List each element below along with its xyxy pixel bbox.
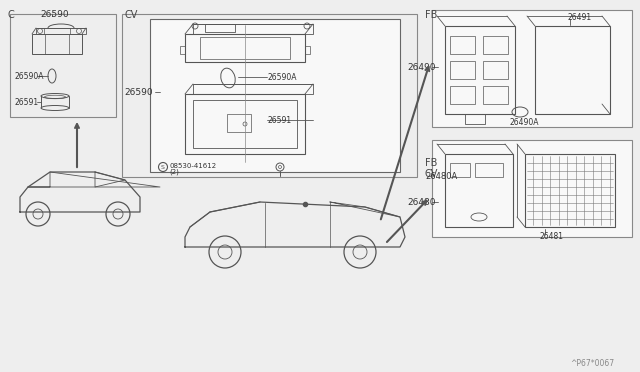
Bar bbox=[227, 114, 251, 132]
Bar bbox=[200, 37, 290, 59]
Text: FB: FB bbox=[425, 158, 437, 168]
Bar bbox=[445, 26, 515, 114]
Text: FB: FB bbox=[425, 10, 437, 20]
Text: 26591: 26591 bbox=[268, 115, 292, 125]
Bar bbox=[150, 19, 400, 172]
Text: 26490: 26490 bbox=[407, 62, 435, 71]
Text: (2): (2) bbox=[169, 169, 179, 175]
Text: 26591: 26591 bbox=[14, 97, 38, 106]
Bar bbox=[193, 24, 313, 34]
Bar bbox=[185, 94, 305, 154]
Text: 26480A: 26480A bbox=[425, 171, 457, 180]
Bar bbox=[483, 61, 508, 79]
Text: S: S bbox=[161, 164, 165, 170]
Text: CV: CV bbox=[425, 169, 438, 179]
Text: CV: CV bbox=[124, 10, 138, 20]
Text: 26481: 26481 bbox=[540, 231, 564, 241]
Bar bbox=[535, 26, 610, 114]
Bar bbox=[305, 46, 310, 54]
Bar bbox=[475, 163, 503, 177]
Text: 26590: 26590 bbox=[124, 87, 152, 96]
Bar bbox=[205, 24, 235, 32]
Text: 26490A: 26490A bbox=[510, 118, 540, 126]
Text: C: C bbox=[7, 10, 13, 20]
Bar bbox=[45, 34, 69, 54]
Text: ^P67*0067: ^P67*0067 bbox=[570, 359, 614, 369]
Bar bbox=[193, 100, 297, 148]
Text: 08530-41612: 08530-41612 bbox=[169, 163, 216, 169]
Bar bbox=[185, 34, 305, 62]
Bar bbox=[32, 34, 82, 54]
Text: 26590A: 26590A bbox=[268, 73, 298, 81]
Bar bbox=[122, 14, 417, 177]
Bar bbox=[432, 10, 632, 127]
Text: 26491: 26491 bbox=[568, 13, 592, 22]
Bar bbox=[432, 140, 632, 237]
Bar bbox=[450, 163, 470, 177]
Bar bbox=[465, 114, 485, 124]
Bar bbox=[445, 154, 513, 227]
Bar bbox=[483, 86, 508, 104]
Bar bbox=[450, 86, 475, 104]
Bar bbox=[180, 46, 185, 54]
Bar bbox=[10, 14, 116, 117]
Bar bbox=[193, 84, 313, 94]
Bar bbox=[450, 36, 475, 54]
Bar bbox=[450, 61, 475, 79]
Bar bbox=[525, 154, 615, 227]
Bar bbox=[36, 28, 86, 34]
Bar bbox=[483, 36, 508, 54]
Text: 26480: 26480 bbox=[407, 198, 435, 206]
Text: 26590A: 26590A bbox=[14, 71, 44, 80]
Text: 26590: 26590 bbox=[40, 10, 68, 19]
